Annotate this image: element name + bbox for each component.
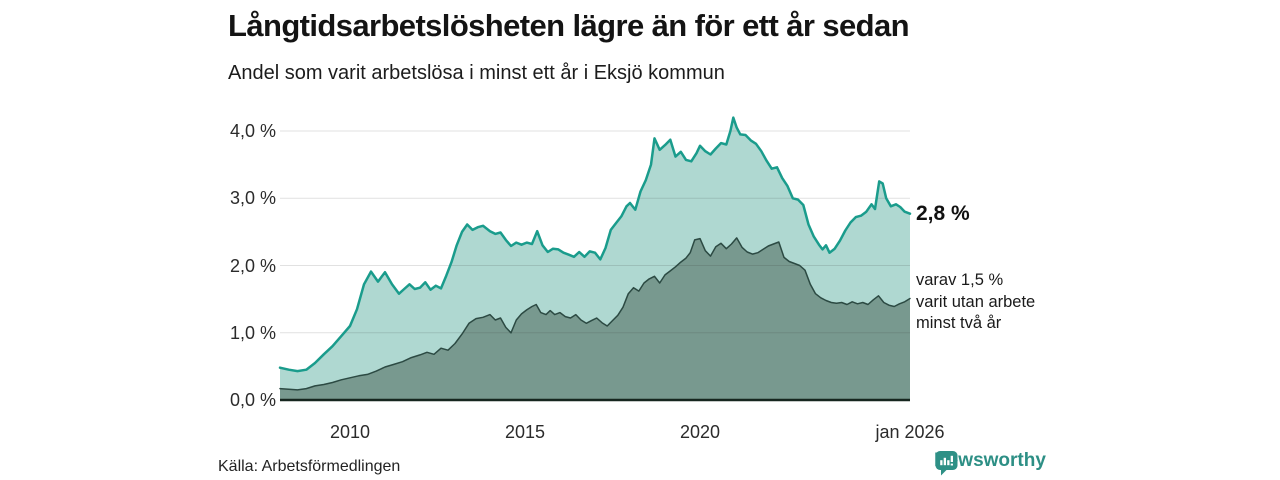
x-tick-jan-2026: jan 2026	[875, 422, 945, 442]
two-year-annotation-line-3: minst två år	[916, 314, 1002, 332]
newsworthy-wordmark: Newsworthy	[934, 450, 1046, 471]
two-year-line	[279, 237, 911, 391]
two-year-annotation-line-1: varav 1,5 %	[916, 271, 1004, 289]
gridlines	[280, 130, 910, 334]
two-year-annotation-line-2: varit utan arbete	[916, 292, 1036, 311]
newsworthy-icon	[935, 451, 958, 476]
page-subtitle: Andel som varit arbetslösa i minst ett å…	[228, 62, 725, 84]
x-tick-2020: 2020	[679, 422, 721, 442]
x-tick-2015: 2015	[504, 422, 546, 442]
y-tick-0: 0,0 %	[229, 390, 276, 410]
y-tick-3: 3,0 %	[229, 188, 276, 209]
total-line	[278, 116, 912, 373]
newsworthy-logo: Newsworthy	[934, 450, 1046, 476]
y-tick-4: 4,0 %	[229, 121, 276, 141]
page-title: Långtidsarbetslösheten lägre än för ett …	[228, 8, 910, 43]
source-credit: Källa: Arbetsförmedlingen	[218, 458, 401, 475]
y-tick-2: 2,0 %	[229, 255, 276, 276]
total-end-value-label: 2,8 %	[916, 202, 970, 225]
x-tick-2010: 2010	[329, 422, 371, 442]
y-tick-1: 1,0 %	[229, 322, 276, 343]
two-year-end-annotation: varav 1,5 % varit utan arbete minst två …	[916, 270, 1035, 335]
